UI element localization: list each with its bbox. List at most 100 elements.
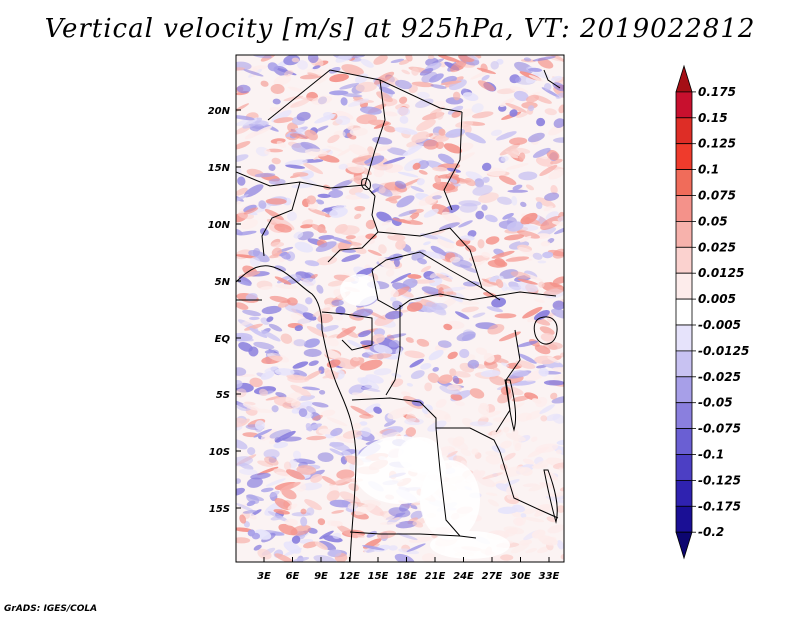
colorbar-label: 0.005 [698, 292, 736, 306]
field-cell [360, 58, 374, 68]
field-cell [318, 540, 336, 551]
field-cell [450, 60, 467, 73]
field-cell [395, 239, 406, 250]
field-cell [317, 518, 326, 526]
field-cell [437, 55, 460, 63]
field-cell [307, 72, 319, 77]
field-cell [291, 57, 300, 63]
field-cell [557, 216, 564, 222]
field-cell [472, 469, 481, 478]
field-cell [290, 384, 312, 397]
field-cell [312, 307, 331, 317]
colorbar-swatch [675, 195, 693, 222]
field-cell [430, 245, 447, 256]
field-cell [460, 448, 472, 457]
field-cell [370, 333, 385, 344]
field-cell [405, 427, 417, 437]
field-cell [283, 547, 303, 557]
field-cell [283, 461, 292, 471]
field-cell [410, 510, 424, 520]
lon-label: 12E [339, 571, 360, 582]
field-cell [485, 454, 502, 465]
field-cell [345, 235, 356, 240]
field-cell [264, 456, 279, 466]
field-cell [394, 127, 418, 135]
field-cell [406, 302, 423, 312]
field-cell [455, 120, 474, 128]
field-cell [312, 414, 323, 421]
field-cell [388, 340, 401, 348]
field-cell [477, 239, 485, 249]
field-cell [459, 202, 478, 213]
field-cell [249, 316, 260, 321]
field-cell [349, 127, 368, 137]
field-cell [481, 251, 491, 258]
field-cell [435, 110, 444, 120]
field-cell [449, 256, 461, 263]
field-cell [417, 91, 430, 99]
field-cell [332, 532, 342, 539]
field-cell [301, 386, 321, 391]
field-cell [273, 117, 294, 124]
field-cell [485, 451, 501, 457]
lon-label: 30E [510, 571, 531, 582]
field-cell [423, 208, 439, 218]
field-cell [318, 428, 334, 435]
field-cell [520, 513, 527, 518]
field-cell [415, 98, 434, 108]
field-cell [354, 502, 377, 516]
field-cell [406, 502, 418, 510]
field-cell [260, 80, 269, 87]
field-cell [355, 192, 370, 199]
field-cell [421, 553, 436, 562]
colorbar-swatch [675, 350, 693, 378]
field-cell [285, 164, 306, 169]
field-cell [482, 176, 490, 183]
colorbar-swatch [675, 531, 693, 560]
field-cell [531, 464, 548, 469]
field-cell [487, 259, 508, 268]
field-cell [543, 380, 564, 386]
field-cell [242, 403, 260, 411]
field-cell [238, 342, 253, 352]
field-cell [490, 129, 503, 136]
field-cell [326, 417, 348, 427]
field-cell [390, 378, 404, 388]
colorbar-label: -0.05 [698, 396, 733, 410]
field-cell [472, 185, 493, 196]
field-cell [269, 295, 291, 303]
field-cell [543, 83, 552, 91]
field-cell [518, 353, 537, 364]
field-cell [259, 286, 273, 290]
field-cell [395, 79, 412, 90]
field-cell [434, 134, 450, 143]
field-cell [331, 510, 345, 514]
field-cell [366, 530, 377, 538]
field-cell [312, 402, 329, 408]
field-cell [394, 553, 415, 562]
field-cell [528, 67, 543, 72]
field-cell [394, 180, 407, 189]
field-calm-area [398, 437, 442, 473]
field-cell [250, 509, 262, 516]
field-cell [291, 401, 313, 414]
field-calm-area [420, 460, 480, 540]
field-cell [330, 236, 352, 245]
field-cell [531, 436, 538, 442]
field-cell [303, 348, 322, 357]
field-cell [474, 178, 485, 188]
field-cell [427, 420, 447, 432]
field-cell [275, 284, 298, 289]
field-cell [249, 377, 263, 388]
field-cell [252, 247, 261, 257]
field-cell [461, 306, 479, 313]
field-cell [269, 429, 292, 439]
field-cell [527, 132, 545, 143]
field-cell [410, 502, 421, 506]
field-cell [469, 421, 493, 427]
field-cell [387, 197, 398, 204]
field-cell [525, 548, 538, 554]
field-cell [265, 198, 287, 205]
border-line [364, 79, 386, 186]
field-cell [546, 516, 557, 523]
